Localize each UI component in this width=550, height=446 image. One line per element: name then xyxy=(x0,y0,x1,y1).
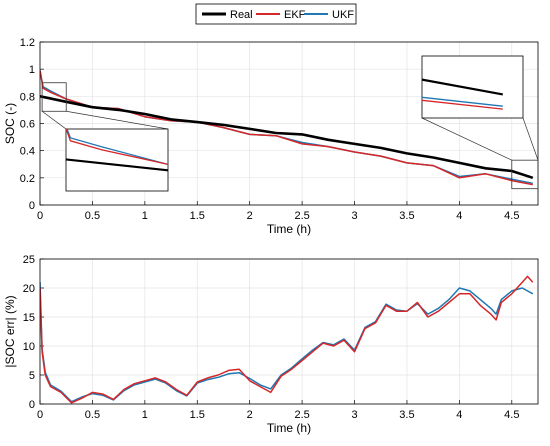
x-tick-label: 3 xyxy=(351,210,357,222)
y-tick-label: 20 xyxy=(23,283,35,295)
y-tick-label: 0.2 xyxy=(20,173,35,185)
x-tick-label: 4 xyxy=(456,409,462,421)
y-tick-label: 0.4 xyxy=(20,146,35,158)
y-tick-label: 10 xyxy=(23,341,35,353)
x-tick-label: 0.5 xyxy=(85,409,100,421)
y-axis-label: SOC (-) xyxy=(3,103,17,144)
y-tick-label: 1 xyxy=(29,64,35,76)
legend-label: UKF xyxy=(332,9,354,21)
plot-frame xyxy=(39,258,539,405)
zoom-source-box xyxy=(41,82,67,112)
series-line-real xyxy=(40,95,534,180)
legend: Real EKF UKF xyxy=(195,3,357,25)
series-line-ekf xyxy=(40,275,534,404)
legend-entry-real: Real xyxy=(202,9,253,21)
panel-2: 0 0.5 1 1.5 2 2.5 3 3.5 4 4.5 0 5 10 15 20 25 Time (h) |S… xyxy=(3,254,539,435)
grid xyxy=(39,258,538,405)
zoom-inset-box xyxy=(421,55,524,119)
x-tick-label: 3.5 xyxy=(399,409,414,421)
y-tick-label: 0.8 xyxy=(20,91,35,103)
x-tick-label: 2 xyxy=(247,210,253,222)
y-tick-label: 25 xyxy=(23,254,35,266)
x-tick-label: 4.5 xyxy=(504,210,519,222)
zoom-connector xyxy=(522,117,539,161)
legend-entry-ukf: UKF xyxy=(304,9,354,21)
zoom-inset-1 xyxy=(41,82,169,192)
x-axis-label: Time (h) xyxy=(267,421,311,435)
x-tick-label: 0 xyxy=(37,409,43,421)
x-tick-label: 1 xyxy=(142,210,148,222)
x-axis-label: Time (h) xyxy=(267,222,311,236)
x-tick-label: 0 xyxy=(37,210,43,222)
panel-1: 0 0.5 1 1.5 2 2.5 3 3.5 4 4.5 0 0.2 0.4 0.6 0.8 1 1.2 Tim… xyxy=(3,37,539,236)
x-tick-label: 3.5 xyxy=(399,210,414,222)
x-tick-label: 1 xyxy=(142,409,148,421)
x-tick-label: 4 xyxy=(456,210,462,222)
zoom-connector xyxy=(41,110,67,130)
series-line-ekf xyxy=(40,70,533,186)
legend-entry-ekf: EKF xyxy=(256,9,306,21)
x-tick-label: 2.5 xyxy=(294,210,309,222)
plot-frame xyxy=(39,41,539,206)
legend-label: Real xyxy=(230,9,253,21)
x-tick-label: 4.5 xyxy=(504,409,519,421)
y-tick-label: 0 xyxy=(29,200,35,212)
zoom-inset-2 xyxy=(421,55,539,190)
x-tick-label: 3 xyxy=(351,409,357,421)
y-tick-label: 1.2 xyxy=(20,37,35,49)
y-tick-label: 15 xyxy=(23,312,35,324)
y-tick-label: 0 xyxy=(29,399,35,411)
series-group xyxy=(40,275,534,404)
zoom-connector xyxy=(66,110,169,130)
x-tick-label: 1.5 xyxy=(190,210,205,222)
y-tick-label: 5 xyxy=(29,370,35,382)
legend-label: EKF xyxy=(284,9,306,21)
series-line-ukf xyxy=(40,282,534,403)
y-axis-label: |SOC err| (%) xyxy=(3,295,17,367)
series-group xyxy=(40,70,534,186)
x-tick-label: 1.5 xyxy=(190,409,205,421)
y-tick-label: 0.6 xyxy=(20,119,35,131)
x-tick-label: 2 xyxy=(247,409,253,421)
x-tick-label: 2.5 xyxy=(294,409,309,421)
zoom-connector xyxy=(421,117,512,161)
x-tick-label: 0.5 xyxy=(85,210,100,222)
zoom-source-box xyxy=(511,159,539,190)
